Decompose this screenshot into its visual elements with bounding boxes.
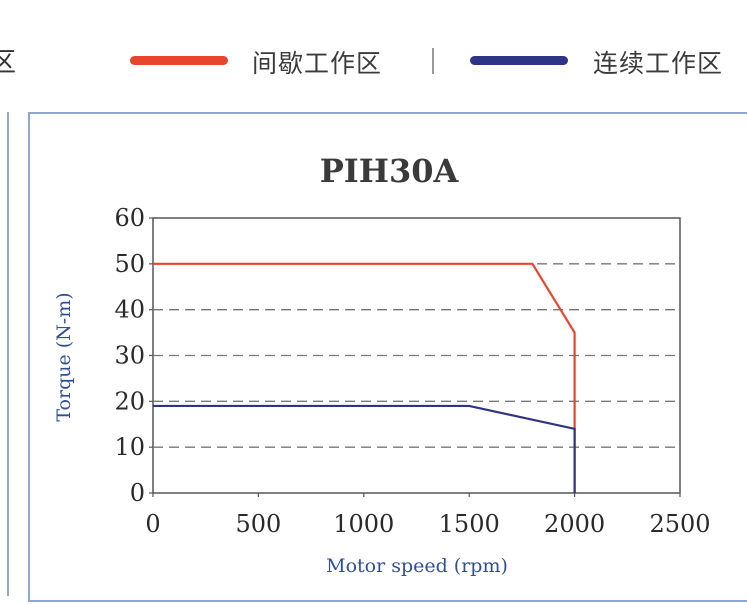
x-tick-label: 2500 [649, 510, 710, 538]
y-tick-label: 40 [114, 296, 145, 324]
y-tick-label: 60 [114, 204, 145, 232]
y-tick-label: 50 [114, 250, 145, 278]
legend-intermittent-label: 间歇工作区 [252, 49, 383, 78]
left-panel-edge [0, 112, 9, 596]
chart-svg: PIH30A 0 10 20 30 40 50 60 0 500 1000 1500 2000 2500… [53, 152, 711, 577]
truncated-legend-text: 区 [0, 48, 17, 78]
y-axis-label: Torque (N-m) [53, 292, 75, 421]
y-tick-label: 10 [114, 433, 145, 461]
x-tick-label: 0 [145, 510, 160, 538]
series-line-intermittent [153, 262, 576, 493]
x-tick-label: 500 [235, 510, 281, 538]
x-tick-label: 2000 [544, 510, 605, 538]
legend-continuous-swatch [470, 56, 568, 65]
x-tick-label: 1000 [333, 510, 394, 538]
series-layer [153, 262, 576, 493]
series-line-continuous [153, 404, 576, 493]
y-tick-label: 30 [114, 342, 145, 370]
x-tick-label: 1500 [439, 510, 500, 538]
legend-intermittent-swatch [130, 56, 228, 65]
legend: 区 间歇工作区 连续工作区 [0, 30, 747, 90]
chart-panel: PIH30A 0 10 20 30 40 50 60 0 500 1000 1500 2000 2500… [28, 112, 747, 602]
legend-continuous-label: 连续工作区 [593, 49, 724, 78]
chart-title: PIH30A [320, 152, 460, 190]
grid-layer [152, 217, 681, 494]
legend-separator [432, 48, 434, 74]
y-tick-label: 0 [130, 479, 145, 507]
x-axis-label: Motor speed (rpm) [326, 555, 508, 577]
tick-layer: 0 10 20 30 40 50 60 0 500 1000 1500 2000 2500 [114, 204, 710, 538]
y-tick-label: 20 [114, 387, 145, 415]
